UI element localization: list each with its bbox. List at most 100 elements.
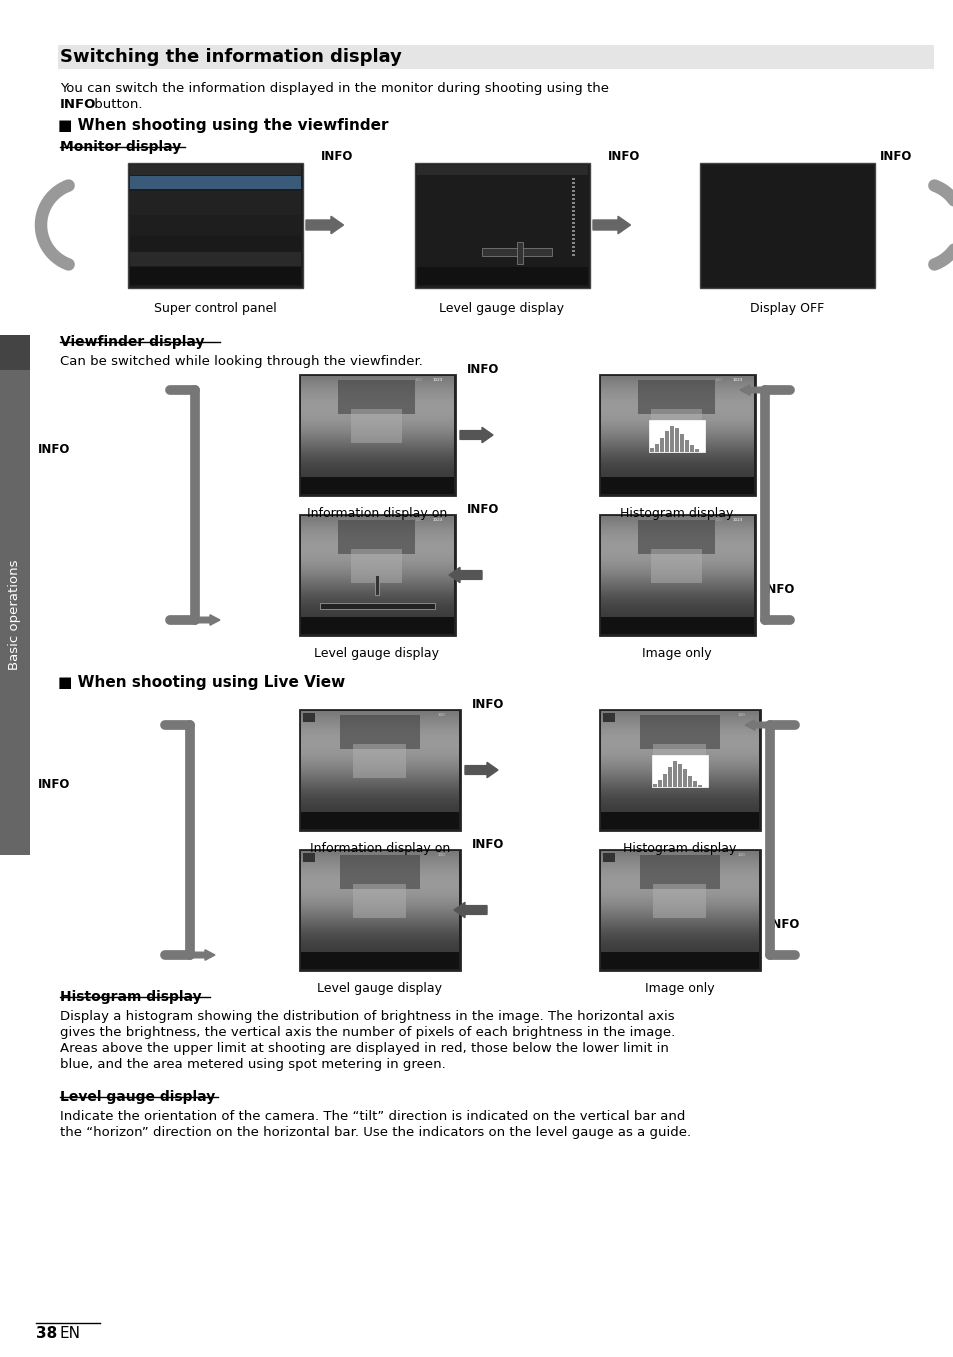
Text: Level gauge display: Level gauge display bbox=[317, 982, 442, 995]
Bar bbox=[649, 448, 654, 452]
FancyArrow shape bbox=[744, 719, 769, 730]
Bar bbox=[353, 883, 406, 917]
Text: $±0.0    □    ▣    ▣: $±0.0 □ ▣ ▣ bbox=[132, 237, 180, 243]
Bar bbox=[299, 375, 455, 495]
Bar bbox=[652, 784, 657, 787]
Bar bbox=[602, 712, 615, 722]
FancyArrow shape bbox=[464, 763, 497, 778]
Bar bbox=[299, 849, 459, 970]
Bar bbox=[572, 242, 575, 244]
FancyArrow shape bbox=[194, 615, 220, 626]
Text: A±0
G±0: A±0 G±0 bbox=[215, 193, 229, 204]
Bar bbox=[698, 784, 701, 787]
Text: 100: 100 bbox=[714, 518, 722, 522]
Bar bbox=[687, 776, 691, 787]
Text: ■ When shooting using the viewfinder: ■ When shooting using the viewfinder bbox=[58, 118, 388, 133]
FancyArrow shape bbox=[459, 427, 493, 442]
Bar bbox=[130, 267, 301, 285]
Text: P  250 F5.6  0.0 ────  1023: P 250 F5.6 0.0 ──── 1023 bbox=[303, 620, 369, 626]
Text: 1023: 1023 bbox=[732, 518, 742, 522]
Text: 100: 100 bbox=[738, 712, 745, 716]
Bar bbox=[337, 380, 415, 414]
Bar bbox=[0, 335, 30, 855]
Text: INFO: INFO bbox=[879, 151, 911, 163]
Text: blue, and the area metered using spot metering in green.: blue, and the area metered using spot me… bbox=[60, 1058, 445, 1071]
Bar bbox=[652, 744, 705, 778]
Text: 100: 100 bbox=[415, 518, 422, 522]
Bar bbox=[130, 176, 301, 189]
Bar bbox=[351, 408, 401, 442]
Bar bbox=[0, 335, 30, 370]
Bar bbox=[301, 811, 458, 829]
Bar bbox=[599, 710, 760, 830]
Text: Histogram display: Histogram display bbox=[60, 991, 201, 1004]
Text: 100: 100 bbox=[738, 854, 745, 858]
Text: WB
AUTO: WB AUTO bbox=[175, 193, 191, 204]
Bar bbox=[416, 267, 587, 285]
Bar bbox=[678, 764, 681, 787]
Bar bbox=[572, 190, 575, 191]
FancyArrow shape bbox=[190, 950, 214, 961]
Text: INFO: INFO bbox=[467, 503, 498, 516]
Text: INFO: INFO bbox=[38, 778, 71, 791]
Bar bbox=[130, 191, 301, 233]
FancyArrow shape bbox=[454, 902, 486, 917]
Bar bbox=[130, 166, 301, 175]
Text: INFO: INFO bbox=[762, 584, 795, 596]
Text: Information display on: Information display on bbox=[307, 508, 447, 520]
Text: gives the brightness, the vertical axis the number of pixels of each brightness : gives the brightness, the vertical axis … bbox=[60, 1026, 675, 1039]
Bar bbox=[339, 855, 419, 889]
Bar bbox=[481, 248, 552, 256]
Text: INFO: INFO bbox=[60, 98, 96, 111]
Bar bbox=[650, 550, 701, 584]
Text: 5: 5 bbox=[9, 341, 22, 360]
Bar bbox=[689, 445, 693, 452]
Text: P    250  F5.6: P 250 F5.6 bbox=[132, 270, 188, 280]
Text: INFO: INFO bbox=[467, 364, 498, 376]
Bar bbox=[648, 421, 704, 452]
Text: Image only: Image only bbox=[644, 982, 714, 995]
Text: P  250 F5.6  0.0 ────  1023: P 250 F5.6 0.0 ──── 1023 bbox=[303, 480, 369, 484]
Bar bbox=[600, 478, 753, 494]
Text: 250  F5.6  0.00 ─────  38: 250 F5.6 0.00 ───── 38 bbox=[602, 816, 664, 820]
Text: 38: 38 bbox=[36, 1326, 57, 1341]
Bar bbox=[130, 236, 301, 251]
Bar bbox=[301, 953, 458, 969]
Text: Can be switched while looking through the viewfinder.: Can be switched while looking through th… bbox=[60, 356, 422, 368]
Bar bbox=[130, 214, 301, 235]
Bar bbox=[650, 408, 701, 442]
Bar bbox=[572, 182, 575, 185]
Bar bbox=[700, 163, 874, 288]
Bar bbox=[301, 478, 454, 494]
Bar bbox=[639, 715, 720, 749]
Text: Viewfinder display: Viewfinder display bbox=[60, 335, 204, 349]
Text: S+S AUTO   ▣LN   ▣   AEL/AFL: S+S AUTO ▣LN ▣ AEL/AFL bbox=[131, 254, 205, 259]
FancyArrow shape bbox=[593, 216, 630, 233]
Bar bbox=[351, 550, 401, 584]
Text: 100: 100 bbox=[714, 379, 722, 383]
Text: 100: 100 bbox=[437, 712, 445, 716]
Text: Monitor display: Monitor display bbox=[60, 140, 181, 153]
Bar bbox=[572, 250, 575, 252]
Text: Basic operations: Basic operations bbox=[9, 559, 22, 670]
Text: INFO: INFO bbox=[320, 151, 353, 163]
Text: 250  F5.6  0.00 ─────  38: 250 F5.6 0.00 ───── 38 bbox=[303, 816, 364, 820]
Bar bbox=[599, 849, 760, 970]
Bar bbox=[639, 855, 720, 889]
Bar bbox=[651, 754, 707, 787]
Bar bbox=[337, 520, 415, 554]
Text: Information display on: Information display on bbox=[310, 841, 450, 855]
Text: Super control panel: Super control panel bbox=[153, 303, 276, 315]
Text: Image only: Image only bbox=[641, 647, 711, 660]
Text: P: P bbox=[603, 854, 606, 859]
Bar bbox=[662, 773, 666, 787]
Text: 100: 100 bbox=[437, 854, 445, 858]
Bar bbox=[303, 854, 314, 862]
Bar bbox=[675, 427, 679, 452]
Bar bbox=[517, 242, 522, 265]
Bar bbox=[602, 854, 615, 862]
Text: Histogram display: Histogram display bbox=[622, 841, 736, 855]
Bar bbox=[664, 432, 668, 452]
Bar bbox=[572, 229, 575, 232]
Bar bbox=[600, 953, 759, 969]
